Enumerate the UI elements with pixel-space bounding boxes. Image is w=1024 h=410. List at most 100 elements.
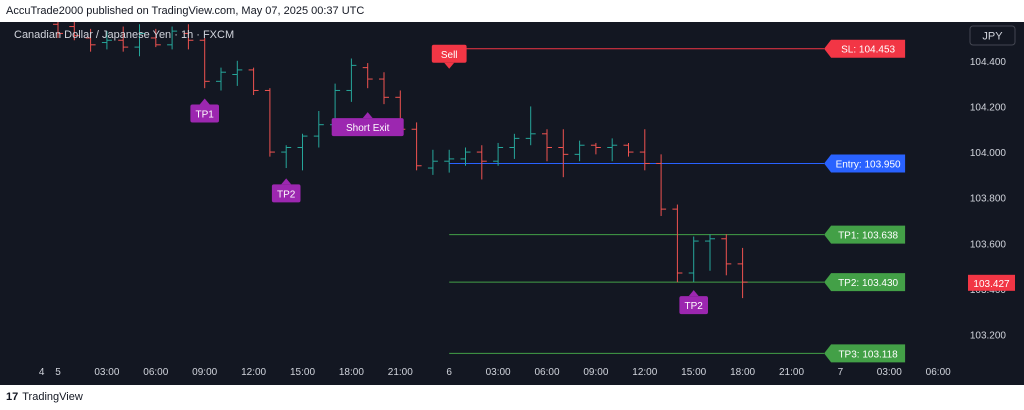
level-label-box [824, 344, 906, 363]
ohlc-bar [183, 24, 194, 50]
currency-button[interactable]: JPY [969, 25, 1016, 46]
marker-label: TP2 [685, 301, 704, 312]
level-label-box [824, 39, 906, 58]
x-tick-label: 06:00 [926, 367, 951, 378]
ohlc-bar [150, 28, 161, 48]
ohlc-bar [167, 26, 178, 50]
published-header: AccuTrade2000 published on TradingView.c… [0, 0, 1024, 22]
level-label: Entry: 103.950 [836, 159, 901, 170]
marker-box [190, 104, 219, 123]
ohlc-bar [656, 154, 667, 216]
x-tick-label: 21:00 [779, 367, 804, 378]
marker-box [271, 184, 301, 203]
x-tick-label: 09:00 [192, 367, 217, 378]
last-price-label: 103.427 [973, 279, 1010, 290]
tradingview-footer: 17 TradingView [0, 385, 1024, 410]
ohlc-bar [232, 60, 243, 86]
y-tick-label: 104.400 [970, 57, 1007, 68]
x-tick-label: 4 [39, 367, 45, 378]
ohlc-bar [688, 236, 699, 283]
ohlc-bar [574, 140, 585, 162]
ohlc-bar [248, 67, 259, 96]
marker-box [679, 296, 708, 315]
marker-label: TP2 [277, 189, 296, 200]
x-tick-label: 12:00 [241, 367, 266, 378]
ohlc-bar [281, 145, 292, 169]
level-label: SL: 104.453 [841, 45, 895, 56]
candles [53, 22, 748, 299]
x-tick-label: 21:00 [388, 367, 413, 378]
x-tick-label: 06:00 [143, 367, 168, 378]
ohlc-bar [134, 24, 145, 57]
marker-tp2[interactable]: TP2 [679, 290, 708, 315]
ohlc-bar [542, 129, 552, 162]
tradingview-logo-icon: 17 [6, 391, 19, 403]
marker-label: Sell [441, 50, 458, 61]
y-axis: 104.400 104.200 104.000 103.800 103.600 103.4… [970, 57, 1007, 342]
ohlc-bar [509, 133, 520, 159]
ohlc-bar [639, 129, 650, 171]
marker-tp1[interactable]: TP1 [190, 98, 219, 123]
chart-title: Canadian Dollar / Japanese Yen · 1h · FX… [14, 29, 234, 41]
ohlc-bar [216, 67, 226, 91]
ohlc-bar [297, 133, 308, 171]
x-tick-label: 03:00 [486, 367, 511, 378]
ohlc-bar [525, 106, 536, 146]
ohlc-bar [623, 142, 634, 157]
marker-pointer [199, 98, 210, 105]
ohlc-bar [444, 149, 455, 173]
level-label: TP1: 103.638 [838, 231, 898, 242]
y-tick-label: 103.200 [970, 331, 1007, 342]
price-chart[interactable]: 104.400 104.200 104.000 103.800 103.600 103.4… [0, 22, 1024, 385]
level-label: TP2: 103.430 [838, 278, 898, 289]
marker-label: Short Exit [346, 123, 390, 134]
ohlc-bar [427, 149, 438, 175]
level-label-box [824, 225, 906, 244]
y-tick-label: 103.600 [970, 239, 1007, 250]
y-tick-label: 104.000 [970, 148, 1007, 159]
ohlc-bar [721, 234, 732, 276]
ohlc-bar [101, 31, 112, 50]
trade-levels: SL: 104.453 Entry: 103.950 TP1: 103.638 TP2… [449, 39, 1015, 363]
x-tick-label: 18:00 [730, 367, 755, 378]
x-tick-label: 15:00 [681, 367, 706, 378]
ohlc-bar [705, 234, 715, 271]
marker-tp2[interactable]: TP2 [271, 178, 301, 203]
marker-box [431, 44, 467, 63]
marker-pointer [362, 112, 373, 119]
tradingview-wordmark: TradingView [22, 391, 83, 403]
ohlc-bar [264, 88, 275, 157]
ohlc-bar [379, 72, 389, 105]
y-tick-label: 104.200 [970, 102, 1007, 113]
marker-sell[interactable]: Sell [431, 44, 467, 69]
marker-pointer [688, 290, 699, 297]
ohlc-bar [672, 204, 683, 283]
x-tick-label: 06:00 [534, 367, 559, 378]
last-price-badge [968, 274, 1015, 291]
marker-short-exit[interactable]: Short Exit [331, 112, 404, 137]
marker-pointer [444, 62, 455, 69]
ohlc-bar [69, 22, 80, 41]
ohlc-bar [493, 142, 504, 166]
marker-box [331, 118, 404, 137]
level-label-box [824, 154, 906, 173]
marker-label: TP1 [196, 109, 215, 120]
ohlc-bar [607, 138, 618, 162]
x-tick-label: 03:00 [94, 367, 119, 378]
level-label-box [824, 273, 906, 292]
x-tick-label: 5 [55, 367, 61, 378]
ohlc-bar [118, 26, 129, 52]
ohlc-bar [590, 142, 601, 155]
ohlc-bar [313, 110, 324, 148]
signal-markers: Sell TP1 TP2 Short Exit TP2 [190, 44, 708, 315]
ohlc-bar [737, 247, 748, 299]
ohlc-bar [346, 58, 357, 102]
x-tick-label: 03:00 [877, 367, 902, 378]
ohlc-bar [411, 122, 422, 171]
level-label: TP3: 103.118 [838, 349, 898, 360]
marker-pointer [281, 178, 292, 185]
ohlc-bar [362, 63, 373, 89]
ohlc-bar [476, 145, 487, 180]
x-tick-label: 7 [838, 367, 844, 378]
